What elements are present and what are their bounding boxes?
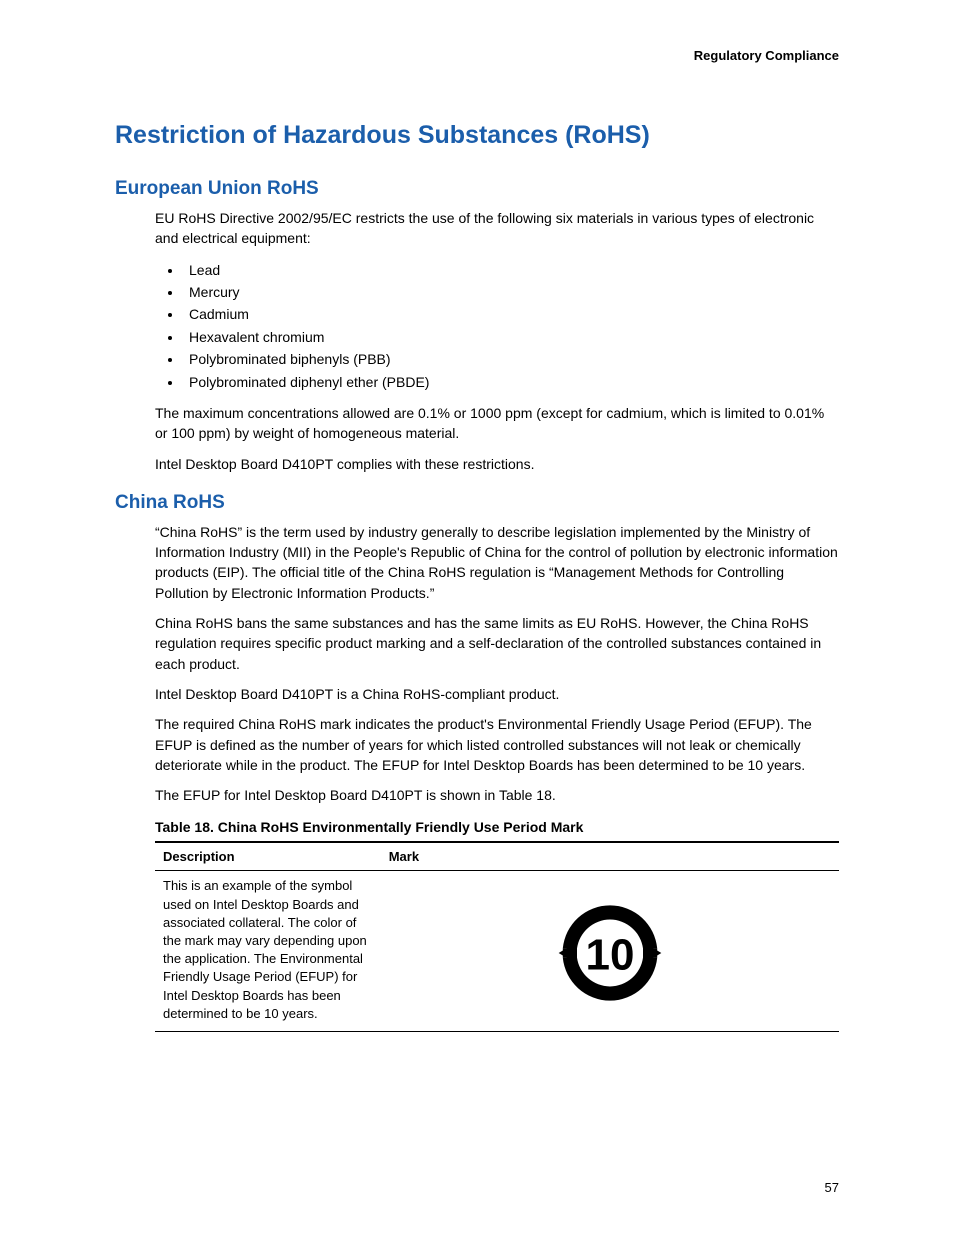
section-heading-china: China RoHS bbox=[115, 492, 839, 514]
section-body-china: “China RoHS” is the term used by industr… bbox=[155, 522, 839, 1032]
page-title: Restriction of Hazardous Substances (RoH… bbox=[115, 121, 839, 150]
table-cell-description: This is an example of the symbol used on… bbox=[155, 871, 381, 1032]
paragraph: Intel Desktop Board D410PT complies with… bbox=[155, 454, 839, 474]
paragraph: Intel Desktop Board D410PT is a China Ro… bbox=[155, 684, 839, 704]
list-item: Cadmium bbox=[183, 303, 839, 325]
section-body-eu: EU RoHS Directive 2002/95/EC restricts t… bbox=[155, 208, 839, 474]
paragraph: The required China RoHS mark indicates t… bbox=[155, 714, 839, 775]
section-heading-eu: European Union RoHS bbox=[115, 178, 839, 200]
list-item: Hexavalent chromium bbox=[183, 326, 839, 348]
list-item: Mercury bbox=[183, 281, 839, 303]
paragraph: EU RoHS Directive 2002/95/EC restricts t… bbox=[155, 208, 839, 249]
efup-mark-icon: 10 bbox=[555, 898, 665, 1008]
table-header-description: Description bbox=[155, 842, 381, 871]
paragraph: The maximum concentrations allowed are 0… bbox=[155, 403, 839, 444]
paragraph: China RoHS bans the same substances and … bbox=[155, 613, 839, 674]
page-header: Regulatory Compliance bbox=[115, 48, 839, 63]
materials-list: Lead Mercury Cadmium Hexavalent chromium… bbox=[155, 259, 839, 393]
document-page: Regulatory Compliance Restriction of Haz… bbox=[0, 0, 954, 1072]
paragraph: “China RoHS” is the term used by industr… bbox=[155, 522, 839, 603]
page-number: 57 bbox=[825, 1180, 839, 1195]
paragraph: The EFUP for Intel Desktop Board D410PT … bbox=[155, 785, 839, 805]
list-item: Polybrominated biphenyls (PBB) bbox=[183, 348, 839, 370]
table-caption: Table 18. China RoHS Environmentally Fri… bbox=[155, 819, 839, 835]
table-row: This is an example of the symbol used on… bbox=[155, 871, 839, 1032]
list-item: Polybrominated diphenyl ether (PBDE) bbox=[183, 371, 839, 393]
table-cell-mark: 10 bbox=[381, 871, 839, 1032]
list-item: Lead bbox=[183, 259, 839, 281]
efup-years-text: 10 bbox=[585, 930, 634, 979]
table-header-mark: Mark bbox=[381, 842, 839, 871]
efup-table: Description Mark This is an example of t… bbox=[155, 841, 839, 1032]
